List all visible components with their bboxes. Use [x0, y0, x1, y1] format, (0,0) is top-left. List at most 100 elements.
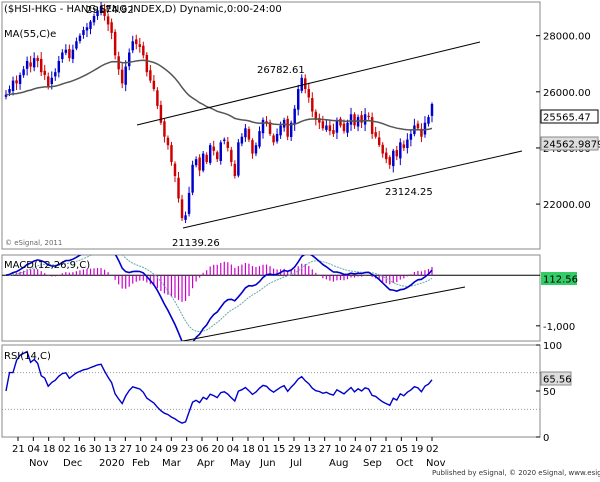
- candle-body: [32, 58, 36, 68]
- candle-body: [85, 27, 89, 31]
- candle-body: [22, 69, 25, 76]
- candle-body: [251, 140, 254, 154]
- x-tick-label: 09: [165, 444, 178, 455]
- rsi-line: [5, 350, 433, 424]
- candle-body: [194, 159, 198, 166]
- candle-body: [430, 104, 434, 116]
- candle-body: [208, 145, 212, 163]
- candle-body: [304, 78, 307, 90]
- month-label: Nov: [426, 458, 446, 469]
- candle-body: [392, 150, 395, 167]
- candle-body: [50, 77, 54, 84]
- x-tick-label: 27: [319, 444, 332, 455]
- candle-body: [346, 122, 349, 133]
- candle-body: [272, 135, 275, 143]
- x-tick-label: 10: [135, 444, 148, 455]
- candle-body: [286, 118, 289, 137]
- candle-body: [68, 49, 71, 59]
- candle-body: [370, 117, 374, 134]
- candle-body: [138, 44, 142, 47]
- candle-body: [254, 145, 258, 154]
- x-tick-label: 01: [257, 444, 270, 455]
- x-tick-label: 15: [273, 444, 286, 455]
- x-tick-label: 06: [196, 444, 209, 455]
- x-tick-label: 13: [104, 444, 117, 455]
- candle-body: [205, 154, 208, 162]
- macd-value-box: [541, 272, 577, 285]
- candle-body: [61, 52, 64, 60]
- candle-body: [244, 128, 247, 138]
- candle-body: [399, 142, 402, 159]
- candle-body: [15, 80, 18, 84]
- candle-body: [43, 70, 46, 75]
- candle-body: [106, 16, 110, 25]
- candle-body: [57, 60, 61, 73]
- candle-body: [187, 192, 191, 214]
- x-tick-label: 21: [380, 444, 393, 455]
- candle-body: [39, 58, 43, 73]
- candle-body: [173, 163, 177, 177]
- candle-body: [113, 31, 117, 56]
- x-tick-label: 29: [288, 444, 301, 455]
- candle-body: [36, 57, 39, 61]
- ma-legend-label: MA(55,C)e: [4, 29, 56, 40]
- month-label: Jul: [289, 458, 302, 469]
- month-label: 2020: [99, 458, 124, 469]
- candle-body: [198, 157, 201, 171]
- candle-body: [103, 9, 106, 17]
- candle-body: [117, 56, 120, 70]
- candle-body: [149, 70, 152, 81]
- chart-title: ($HSI-HKG - HANG SENG INDEX,D) Dynamic,0…: [4, 4, 282, 15]
- candle-body: [124, 66, 127, 85]
- ma-value-box: [540, 136, 599, 151]
- candle-body: [384, 152, 388, 160]
- macd-y-tick-label: -1,000: [543, 322, 575, 333]
- candle-body: [296, 89, 300, 110]
- candle-body: [156, 90, 159, 106]
- month-label: Sep: [363, 458, 382, 469]
- candle-body: [381, 144, 384, 154]
- candle-body: [427, 117, 430, 124]
- candle-body: [300, 77, 303, 91]
- candle-body: [184, 215, 187, 220]
- macd-line: [5, 255, 433, 341]
- candle-body: [247, 129, 251, 140]
- x-tick-label: 24: [349, 444, 362, 455]
- price-y-tick-label: 22000.00: [543, 200, 591, 211]
- month-label: Nov: [29, 458, 49, 469]
- candle-body: [8, 89, 11, 93]
- candle-body: [135, 39, 138, 45]
- rsi-label: RSI(14,C): [4, 351, 51, 362]
- candle-body: [11, 80, 15, 91]
- candle-body: [388, 157, 391, 165]
- candle-body: [363, 114, 367, 125]
- ma-value-label: 24562.9879: [543, 140, 600, 151]
- candle-body: [349, 114, 353, 125]
- channel-lower-line: [182, 150, 523, 229]
- x-tick-label: 20: [211, 444, 224, 455]
- channel-upper-line: [136, 41, 481, 126]
- candle-body: [395, 150, 399, 157]
- candle-body: [99, 7, 103, 13]
- macd-signal-line: [5, 255, 433, 333]
- candle-body: [177, 177, 180, 199]
- candle-body: [265, 121, 268, 123]
- x-tick-label: 13: [303, 444, 316, 455]
- candle-body: [54, 72, 57, 77]
- candle-body: [325, 125, 328, 130]
- candle-body: [25, 60, 29, 69]
- x-tick-label: 30: [89, 444, 102, 455]
- rsi-y-tick-label: 0: [543, 433, 549, 444]
- candle-body: [127, 52, 131, 67]
- price-y-tick-label: 28000.00: [543, 32, 591, 43]
- month-label: Feb: [132, 458, 150, 469]
- last-price-label: 25565.47: [543, 113, 591, 124]
- rsi-value-label: 65.56: [543, 375, 572, 386]
- candle-body: [226, 141, 230, 148]
- candle-body: [163, 121, 166, 137]
- candle-body: [212, 146, 215, 151]
- candle-body: [416, 123, 420, 129]
- candle-body: [166, 137, 170, 146]
- month-label: May: [230, 458, 251, 469]
